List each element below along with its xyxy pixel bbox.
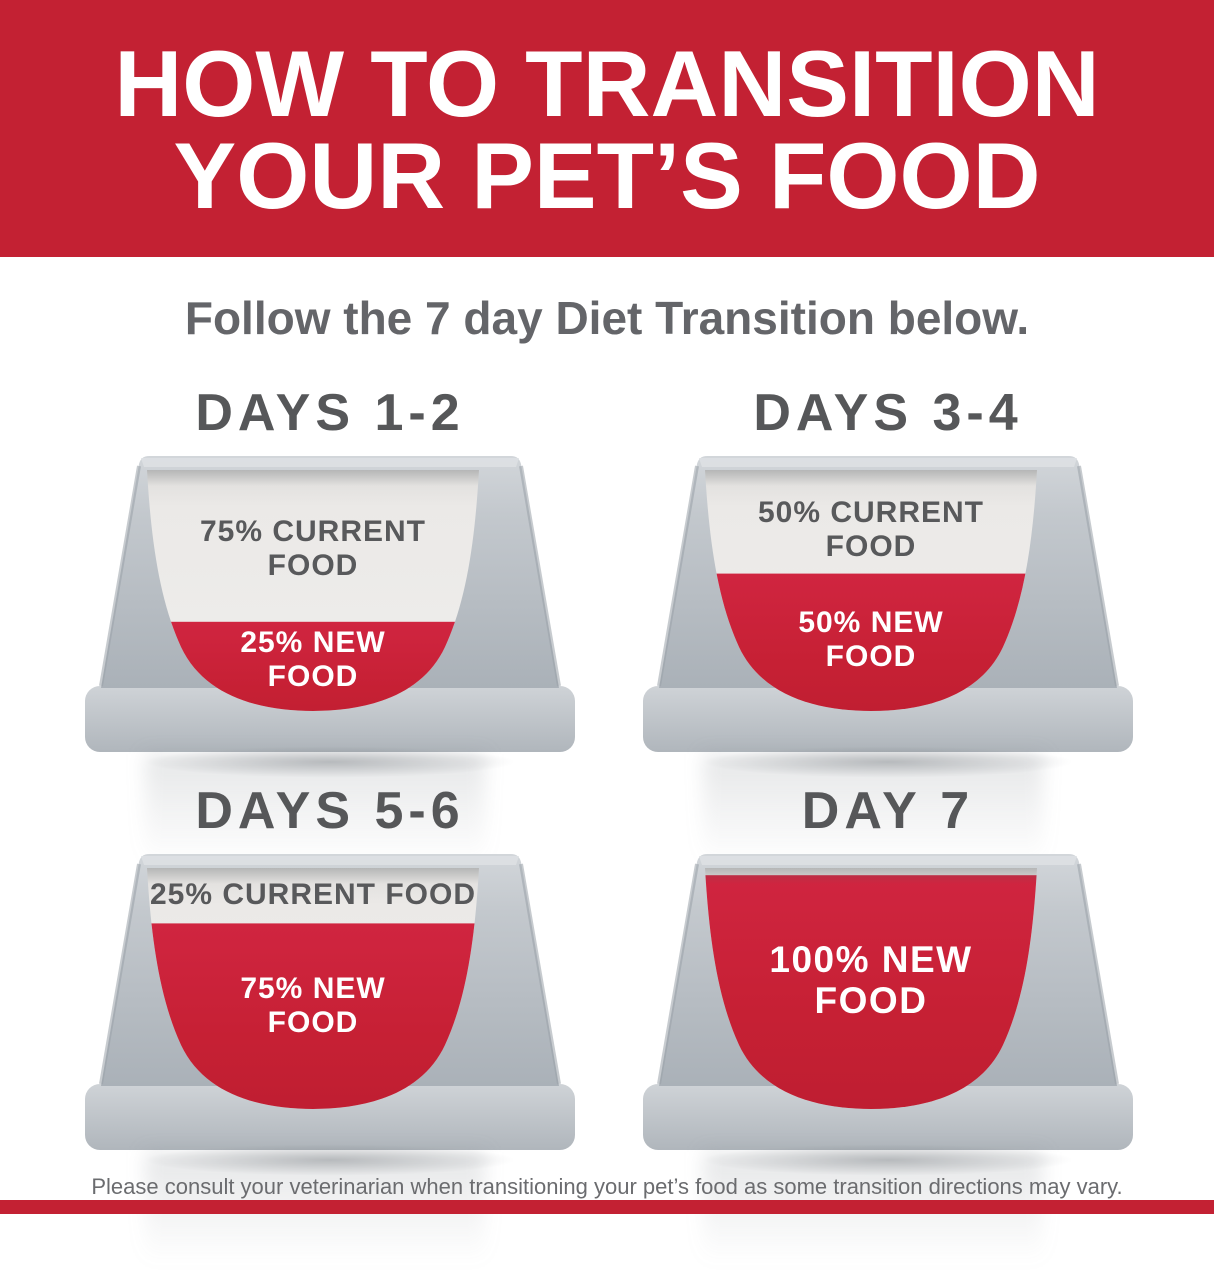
bowl-edge-left — [657, 465, 699, 687]
bowl-edge-right — [1077, 863, 1119, 1085]
bowl-shadow — [93, 742, 567, 782]
bowl-cell-days-3-4: DAYS 3-4 50% CURRENT FOOD 50% NEW FOOD — [643, 380, 1133, 884]
bowl-shadow — [93, 1140, 567, 1180]
header-banner: HOW TO TRANSITION YOUR PET’S FOOD — [0, 0, 1214, 257]
current-food-label: 25% CURRENT FOOD — [115, 878, 511, 912]
cavity-rim-shadow — [147, 470, 479, 486]
new-food-label: 100% NEW FOOD — [673, 939, 1069, 1021]
new-food-label: 25% NEW FOOD — [115, 626, 511, 694]
bowl-edge-left — [99, 863, 141, 1085]
new-food-line2: FOOD — [814, 980, 928, 1021]
bowl-graphic — [643, 456, 1133, 752]
current-food-label: 50% CURRENT FOOD — [673, 496, 1069, 564]
current-food-line2: FOOD — [267, 549, 359, 582]
bowl-base — [643, 1084, 1133, 1150]
new-food-line1: 50% NEW — [798, 606, 944, 639]
new-food-fill — [705, 875, 1037, 1109]
bowl-edge-right — [519, 465, 561, 687]
new-food-line1: 25% NEW — [240, 626, 386, 659]
page-title-line1: HOW TO TRANSITION — [114, 30, 1100, 136]
bowl-base — [85, 686, 575, 752]
bowl-base — [85, 1084, 575, 1150]
page-title: HOW TO TRANSITION YOUR PET’S FOOD — [114, 36, 1099, 222]
new-food-line1: 75% NEW — [240, 972, 386, 1005]
bowl-reflection — [145, 1152, 485, 1282]
new-food-line2: FOOD — [267, 660, 359, 693]
bowl-edge-left — [657, 863, 699, 1085]
bowl-rim-highlight — [141, 856, 519, 865]
page-title-line2: YOUR PET’S FOOD — [173, 122, 1041, 228]
new-food-line1: 100% NEW — [769, 939, 973, 980]
bowl-cell-days-5-6: DAYS 5-6 25% CURRENT FOOD 75% NEW FOOD — [85, 778, 575, 1282]
subtitle: Follow the 7 day Diet Transition below. — [184, 292, 1030, 344]
new-food-line2: FOOD — [267, 1006, 359, 1039]
current-food-line2: FOOD — [825, 530, 917, 563]
bowl-shadow — [651, 742, 1125, 782]
new-food-line2: FOOD — [825, 640, 917, 673]
new-food-label: 50% NEW FOOD — [673, 606, 1069, 674]
current-food-line1: 50% CURRENT — [757, 496, 985, 529]
cavity-rim-shadow — [705, 470, 1037, 486]
day-label: DAY 7 — [801, 782, 975, 840]
day-label: DAYS 3-4 — [753, 384, 1023, 442]
bowl-graphic — [85, 456, 575, 752]
bowl-rim-highlight — [699, 458, 1077, 467]
bowl-graphic — [643, 854, 1133, 1150]
bowl-base — [643, 686, 1133, 752]
bowl-illustration: 100% NEW FOOD — [643, 852, 1133, 1282]
footer-red-bar — [0, 1200, 1214, 1214]
current-food-line1: 25% CURRENT FOOD — [149, 878, 477, 911]
bowl-illustration: 50% CURRENT FOOD 50% NEW FOOD — [643, 454, 1133, 884]
bowl-cell-days-1-2: DAYS 1-2 75% CURRENT FOOD 25% NEW FOOD — [85, 380, 575, 884]
cavity-rim-shadow — [705, 868, 1037, 884]
bowl-shadow — [651, 1140, 1125, 1180]
bowl-illustration: 25% CURRENT FOOD 75% NEW FOOD — [85, 852, 575, 1282]
bowl-edge-right — [519, 863, 561, 1085]
bowl-cell-day-7: DAY 7 100% NEW FOOD — [643, 778, 1133, 1282]
bowl-graphic — [85, 854, 575, 1150]
day-label: DAYS 1-2 — [195, 384, 465, 442]
bowl-rim-highlight — [141, 458, 519, 467]
bowl-edge-right — [1077, 465, 1119, 687]
day-label: DAYS 5-6 — [195, 782, 465, 840]
bowl-reflection — [703, 1152, 1043, 1282]
footer-note: Please consult your veterinarian when tr… — [91, 1174, 1123, 1199]
bowl-edge-left — [99, 465, 141, 687]
bowl-illustration: 75% CURRENT FOOD 25% NEW FOOD — [85, 454, 575, 884]
bowl-rim-highlight — [699, 856, 1077, 865]
new-food-label: 75% NEW FOOD — [115, 972, 511, 1040]
cavity-rim-shadow — [147, 868, 479, 884]
current-food-label: 75% CURRENT FOOD — [115, 515, 511, 583]
current-food-line1: 75% CURRENT — [199, 515, 427, 548]
